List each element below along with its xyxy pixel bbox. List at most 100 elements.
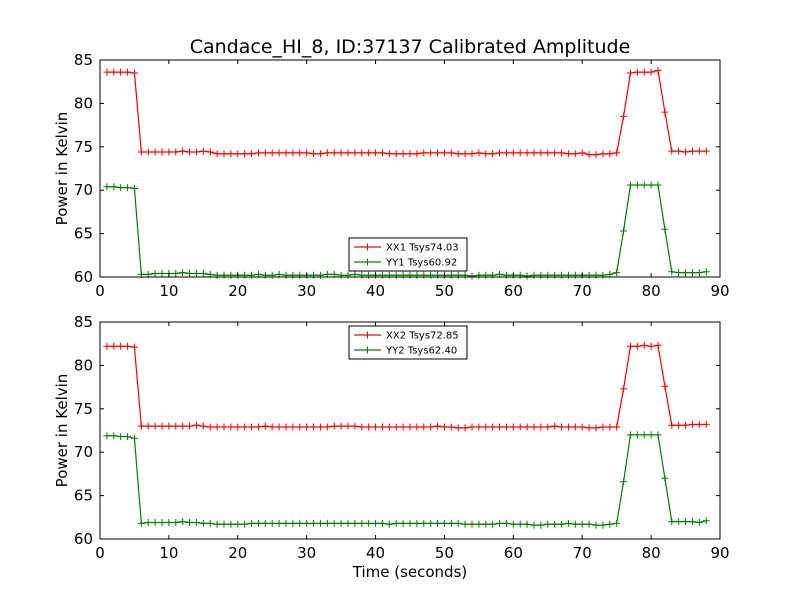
data-point — [633, 181, 641, 189]
data-point — [358, 519, 366, 527]
data-point — [372, 149, 380, 157]
data-point — [551, 520, 559, 528]
data-point — [468, 150, 476, 158]
data-point — [440, 519, 448, 527]
x-tick-label: 90 — [710, 282, 729, 300]
data-point — [606, 423, 614, 431]
data-point — [351, 519, 359, 527]
data-point — [117, 342, 125, 350]
legend-entry: YY2 Tsys62.40 — [354, 346, 457, 357]
data-point — [192, 148, 200, 156]
data-point — [151, 148, 159, 156]
data-point — [254, 423, 262, 431]
data-point — [530, 271, 538, 279]
data-point — [509, 423, 517, 431]
data-point — [675, 518, 683, 526]
data-point — [344, 149, 352, 157]
data-point — [613, 519, 621, 527]
data-point — [523, 423, 531, 431]
data-point — [206, 423, 214, 431]
data-point — [199, 422, 207, 430]
data-point — [585, 271, 593, 279]
data-point — [296, 149, 304, 157]
data-point — [640, 341, 648, 349]
data-point — [682, 148, 690, 156]
series-2 — [103, 431, 710, 529]
data-point — [241, 423, 249, 431]
data-point — [261, 422, 269, 430]
legend: XX2 Tsys72.85 YY2 Tsys62.40 — [348, 325, 468, 360]
data-point — [378, 423, 386, 431]
x-tick-label: 40 — [366, 282, 385, 300]
data-point — [158, 422, 166, 430]
data-point — [358, 423, 366, 431]
data-point — [365, 271, 373, 279]
data-point — [144, 148, 152, 156]
legend: XX1 Tsys74.03 YY1 Tsys60.92 — [348, 237, 468, 272]
data-point — [282, 423, 290, 431]
data-point — [702, 147, 710, 155]
data-point — [571, 271, 579, 279]
data-point — [124, 433, 132, 441]
data-point — [420, 519, 428, 527]
x-tick-label: 0 — [95, 544, 105, 562]
data-point — [303, 149, 311, 157]
data-point — [310, 519, 318, 527]
data-point — [516, 423, 524, 431]
data-point — [516, 149, 524, 157]
data-point — [675, 147, 683, 155]
data-point — [406, 519, 414, 527]
data-point — [537, 271, 545, 279]
data-point — [372, 519, 380, 527]
data-point — [413, 150, 421, 158]
data-point — [613, 423, 621, 431]
data-point — [220, 271, 228, 279]
x-tick-label: 20 — [228, 282, 247, 300]
legend-marker — [364, 243, 371, 251]
data-point — [688, 420, 696, 428]
data-point — [496, 423, 504, 431]
data-point — [427, 271, 435, 279]
data-point — [365, 149, 373, 157]
data-point — [151, 270, 159, 278]
data-point — [482, 520, 490, 528]
data-point — [316, 271, 324, 279]
data-point — [378, 271, 386, 279]
data-point — [427, 519, 435, 527]
data-point — [420, 423, 428, 431]
data-point — [392, 519, 400, 527]
data-point — [137, 422, 145, 430]
data-point — [702, 517, 710, 525]
data-point — [406, 423, 414, 431]
data-point — [158, 519, 166, 527]
data-point — [241, 520, 249, 528]
x-tick-label: 70 — [573, 544, 592, 562]
bottom-panel: 0 10 20 30 40 50 60 70 80 90 60 65 70 75 80 85 Power in … — [53, 313, 730, 581]
data-point — [323, 423, 331, 431]
data-point — [682, 421, 690, 429]
data-point — [564, 519, 572, 527]
data-point — [378, 519, 386, 527]
data-point — [454, 150, 462, 158]
y-tick-label: 70 — [74, 181, 93, 199]
data-point — [268, 271, 276, 279]
y-tick-label: 60 — [74, 268, 93, 286]
y-tick-label: 80 — [74, 356, 93, 374]
data-point — [688, 147, 696, 155]
data-point — [502, 423, 510, 431]
data-point — [275, 519, 283, 527]
legend-label: XX1 Tsys74.03 — [386, 243, 459, 254]
data-point — [468, 423, 476, 431]
data-point — [420, 149, 428, 157]
y-tick-label: 75 — [74, 400, 93, 418]
data-point — [592, 271, 600, 279]
series-1 — [103, 341, 710, 432]
data-point — [571, 150, 579, 158]
data-point — [316, 519, 324, 527]
data-point — [613, 269, 621, 277]
data-point — [571, 423, 579, 431]
data-point — [406, 150, 414, 158]
data-point — [668, 421, 676, 429]
x-tick-label: 80 — [642, 544, 661, 562]
legend-box — [348, 237, 468, 272]
